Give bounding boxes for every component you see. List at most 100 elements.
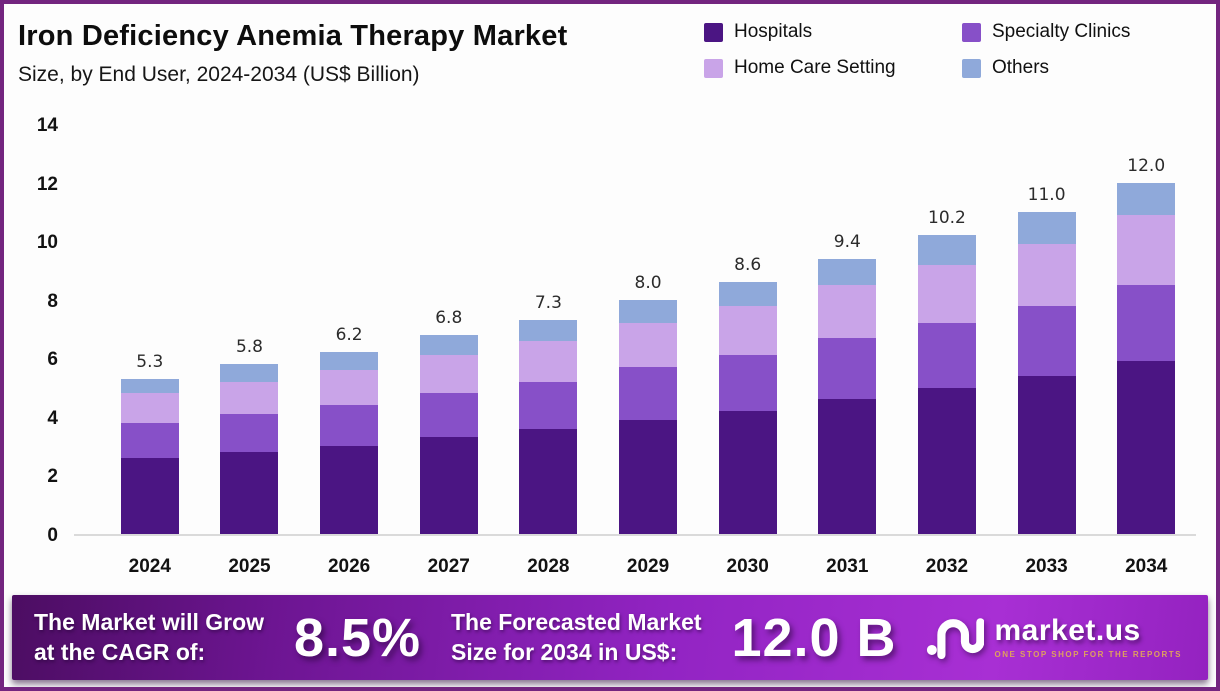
forecast-value: 12.0 B: [731, 607, 897, 668]
chart-legend: Hospitals Specialty Clinics Home Care Sett…: [704, 21, 1190, 79]
bar-total-label: 11.0: [1027, 184, 1066, 205]
bar-total-label: 12.0: [1127, 155, 1166, 176]
stacked-bar-2026[interactable]: [320, 352, 379, 534]
legend-item-hospitals[interactable]: Hospitals: [704, 21, 962, 43]
bar-segment-home-care-setting[interactable]: [718, 305, 777, 356]
bar-segment-hospitals[interactable]: [320, 446, 379, 534]
bar-segment-others[interactable]: [120, 378, 179, 394]
legend-item-home-care-setting[interactable]: Home Care Setting: [704, 57, 962, 79]
x-axis-label-2028: 2028: [527, 556, 570, 577]
page-subtitle: Size, by End User, 2024-2034 (US$ Billio…: [18, 63, 420, 86]
bar-segment-specialty-clinics[interactable]: [1117, 285, 1176, 362]
stacked-bar-2028[interactable]: [519, 320, 578, 534]
bar-segment-hospitals[interactable]: [718, 411, 777, 534]
bar-segment-others[interactable]: [320, 352, 379, 371]
bar-segment-home-care-setting[interactable]: [1017, 244, 1076, 306]
stacked-bar-2025[interactable]: [220, 364, 279, 534]
bar-segment-hospitals[interactable]: [818, 399, 877, 534]
stacked-bar-2029[interactable]: [619, 299, 678, 534]
bar-segment-home-care-setting[interactable]: [818, 285, 877, 338]
legend-label: Specialty Clinics: [992, 21, 1131, 42]
bar-segment-home-care-setting[interactable]: [1117, 214, 1176, 286]
bar-segment-hospitals[interactable]: [220, 452, 279, 534]
y-tick-label: 4: [47, 407, 58, 429]
bar-total-label: 6.8: [435, 307, 463, 328]
stacked-bar-2027[interactable]: [419, 334, 478, 534]
y-tick-label: 14: [36, 115, 58, 136]
bar-segment-others[interactable]: [917, 235, 976, 265]
bar-segment-home-care-setting[interactable]: [619, 323, 678, 368]
bar-segment-hospitals[interactable]: [1117, 361, 1176, 534]
bar-segment-others[interactable]: [1117, 182, 1176, 215]
footer-banner: The Market will Grow at the CAGR of: 8.5…: [12, 595, 1208, 680]
bar-segment-specialty-clinics[interactable]: [519, 381, 578, 429]
bar-total-label: 8.0: [634, 272, 662, 293]
bar-group-2033: 11.0: [997, 126, 1097, 534]
stacked-bar-2030[interactable]: [718, 282, 777, 534]
bar-segment-home-care-setting[interactable]: [220, 381, 279, 414]
legend-swatch-icon: [704, 58, 723, 78]
bar-segment-others[interactable]: [419, 334, 478, 356]
x-axis-label-2027: 2027: [427, 556, 470, 577]
bar-segment-specialty-clinics[interactable]: [220, 413, 279, 452]
y-tick-label: 12: [36, 173, 58, 195]
x-axis-label-2033: 2033: [1025, 556, 1068, 577]
bar-segment-hospitals[interactable]: [619, 419, 678, 534]
cagr-label-line2: at the CAGR of:: [34, 638, 206, 665]
legend-item-others[interactable]: Others: [962, 57, 1190, 79]
stacked-bar-2033[interactable]: [1017, 211, 1076, 534]
bar-segment-others[interactable]: [1017, 211, 1076, 245]
bar-group-2034: 12.0: [1096, 126, 1196, 534]
bar-total-label: 5.8: [235, 337, 263, 358]
plot-area: 5.3 5.8 6.2 6.8 7.3 8.0 8.6 9.4 10.2 11.0 12.0: [74, 126, 1196, 536]
bar-group-2026: 6.2: [299, 126, 399, 534]
bar-group-2030: 8.6: [698, 126, 798, 534]
x-axis-label-2029: 2029: [626, 556, 670, 577]
market-us-logo[interactable]: market.us ONE STOP SHOP FOR THE REPORTS: [926, 611, 1182, 664]
bar-segment-home-care-setting[interactable]: [320, 370, 379, 406]
legend-item-specialty-clinics[interactable]: Specialty Clinics: [962, 21, 1190, 43]
forecast-label: The Forecasted Market Size for 2034 in U…: [451, 608, 702, 668]
y-tick-label: 0: [47, 525, 58, 546]
bar-segment-specialty-clinics[interactable]: [1017, 305, 1076, 376]
bar-segment-specialty-clinics[interactable]: [619, 367, 678, 420]
bar-segment-hospitals[interactable]: [519, 428, 578, 534]
bar-segment-specialty-clinics[interactable]: [718, 355, 777, 411]
y-tick-label: 8: [47, 290, 58, 312]
x-axis-label-2026: 2026: [327, 556, 371, 577]
stacked-bar-2032[interactable]: [917, 235, 976, 534]
bar-segment-home-care-setting[interactable]: [917, 264, 976, 324]
stacked-bar-2034[interactable]: [1117, 182, 1176, 534]
bar-segment-specialty-clinics[interactable]: [320, 405, 379, 447]
bar-group-2031: 9.4: [797, 126, 897, 534]
bar-segment-specialty-clinics[interactable]: [120, 422, 179, 458]
bar-segment-specialty-clinics[interactable]: [818, 337, 877, 400]
market-us-logo-icon: [926, 611, 985, 664]
bar-segment-others[interactable]: [519, 320, 578, 341]
legend-label: Home Care Setting: [734, 57, 896, 78]
bar-segment-hospitals[interactable]: [419, 437, 478, 534]
stacked-bar-2031[interactable]: [818, 258, 877, 534]
bar-total-label: 10.2: [928, 208, 966, 229]
bar-segment-home-care-setting[interactable]: [419, 355, 478, 394]
legend-swatch-icon: [704, 22, 723, 42]
bar-segment-others[interactable]: [619, 299, 678, 324]
bar-segment-specialty-clinics[interactable]: [917, 323, 976, 388]
bar-segment-specialty-clinics[interactable]: [419, 393, 478, 438]
forecast-label-line2: Size for 2034 in US$:: [450, 638, 678, 665]
bar-segment-hospitals[interactable]: [1017, 375, 1076, 534]
x-axis-label-2030: 2030: [726, 556, 769, 577]
bar-total-label: 7.3: [534, 293, 562, 314]
bar-segment-others[interactable]: [220, 364, 279, 382]
bar-segment-home-care-setting[interactable]: [120, 393, 179, 423]
bars-row: 5.3 5.8 6.2 6.8 7.3 8.0 8.6 9.4 10.2 11.0 12.0: [74, 126, 1196, 534]
bar-segment-others[interactable]: [818, 258, 877, 286]
bar-group-2027: 6.8: [399, 126, 499, 534]
stacked-bar-2024[interactable]: [120, 378, 179, 534]
bar-segment-hospitals[interactable]: [917, 387, 976, 534]
bar-segment-hospitals[interactable]: [120, 457, 179, 534]
bar-group-2025: 5.8: [200, 126, 300, 534]
bar-segment-home-care-setting[interactable]: [519, 340, 578, 382]
bar-segment-others[interactable]: [718, 282, 777, 306]
